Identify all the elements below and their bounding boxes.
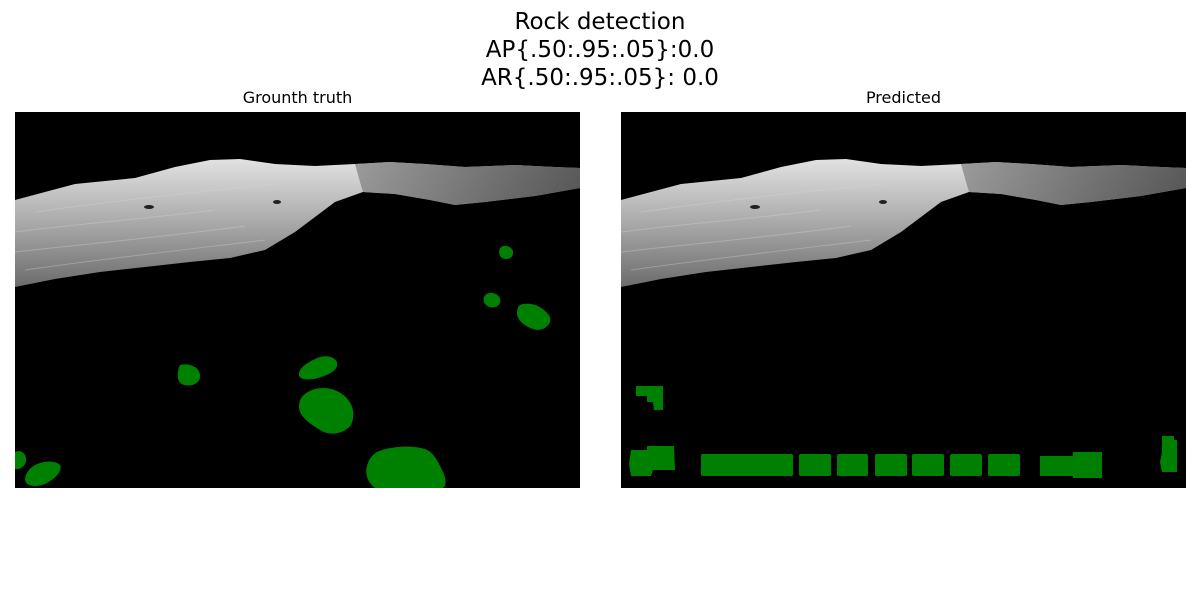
- ap-metric: AP{.50:.95:.05}:0.0: [485, 37, 715, 63]
- rock-mask: [366, 446, 446, 488]
- rock-mask: [299, 388, 354, 434]
- ground-truth-panel: [15, 112, 580, 488]
- predicted-mask: [950, 454, 982, 476]
- predicted-mask: [912, 454, 944, 476]
- predicted-panel-title: Predicted: [865, 88, 942, 107]
- terrain-texture: [15, 183, 276, 271]
- rock-mask: [298, 356, 338, 380]
- predicted-image: [621, 112, 1186, 488]
- predicted-mask: [629, 446, 675, 476]
- rock-mask: [177, 364, 201, 386]
- rock-mask: [15, 451, 27, 470]
- terrain-texture: [621, 183, 882, 271]
- crater: [273, 200, 281, 204]
- predicted-mask: [988, 454, 1020, 476]
- predicted-mask: [636, 386, 663, 410]
- predicted-panel: [621, 112, 1186, 488]
- crater: [750, 205, 760, 209]
- ground-truth-rock-masks: [15, 245, 551, 488]
- predicted-mask: [875, 454, 907, 476]
- terrain-far-ridge: [961, 162, 1186, 205]
- predicted-mask: [799, 454, 831, 476]
- predicted-mask: [1040, 452, 1102, 478]
- rock-mask: [483, 292, 501, 308]
- figure-title-line-1: Rock detection: [514, 9, 686, 35]
- predicted-mask: [1160, 436, 1177, 472]
- ground-truth-image: [15, 112, 580, 488]
- figure-title: Rock detection AP{.50:.95:.05}:0.0 AR{.5…: [0, 8, 1200, 92]
- rock-mask: [517, 303, 551, 330]
- terrain-far-ridge: [355, 162, 580, 205]
- rock-mask: [499, 245, 514, 259]
- ar-metric: AR{.50:.95:.05}: 0.0: [481, 65, 719, 91]
- rock-mask: [25, 461, 61, 487]
- crater: [144, 205, 154, 209]
- predicted-mask: [701, 454, 793, 476]
- predicted-rock-masks: [629, 386, 1177, 478]
- ground-truth-panel-title: Grounth truth: [242, 88, 353, 107]
- crater: [879, 200, 887, 204]
- predicted-mask: [837, 454, 868, 476]
